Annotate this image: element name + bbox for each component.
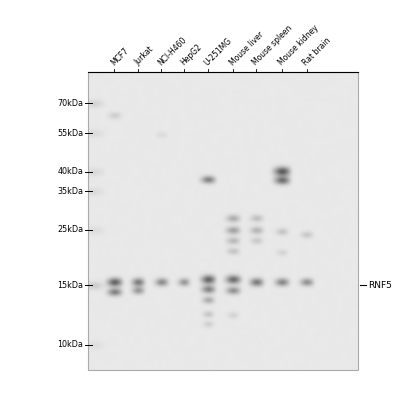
- Text: 35kDa: 35kDa: [57, 187, 83, 196]
- Text: NCI-H460: NCI-H460: [156, 35, 188, 67]
- Text: Jurkat: Jurkat: [132, 45, 155, 67]
- Text: 40kDa: 40kDa: [57, 167, 83, 176]
- Text: MCF7: MCF7: [109, 46, 130, 67]
- Text: U-251MG: U-251MG: [203, 36, 234, 67]
- Text: Mouse kidney: Mouse kidney: [277, 23, 320, 67]
- Bar: [88, 72, 358, 370]
- Text: 55kDa: 55kDa: [57, 128, 83, 138]
- Text: Mouse liver: Mouse liver: [227, 30, 265, 67]
- Text: 10kDa: 10kDa: [57, 340, 83, 349]
- Text: 15kDa: 15kDa: [57, 280, 83, 290]
- Text: Rat brain: Rat brain: [301, 36, 333, 67]
- Text: RNF5: RNF5: [368, 280, 392, 290]
- Text: HepG2: HepG2: [178, 42, 203, 67]
- Text: Mouse spleen: Mouse spleen: [251, 24, 294, 67]
- Text: 25kDa: 25kDa: [57, 226, 83, 234]
- Text: 70kDa: 70kDa: [57, 99, 83, 108]
